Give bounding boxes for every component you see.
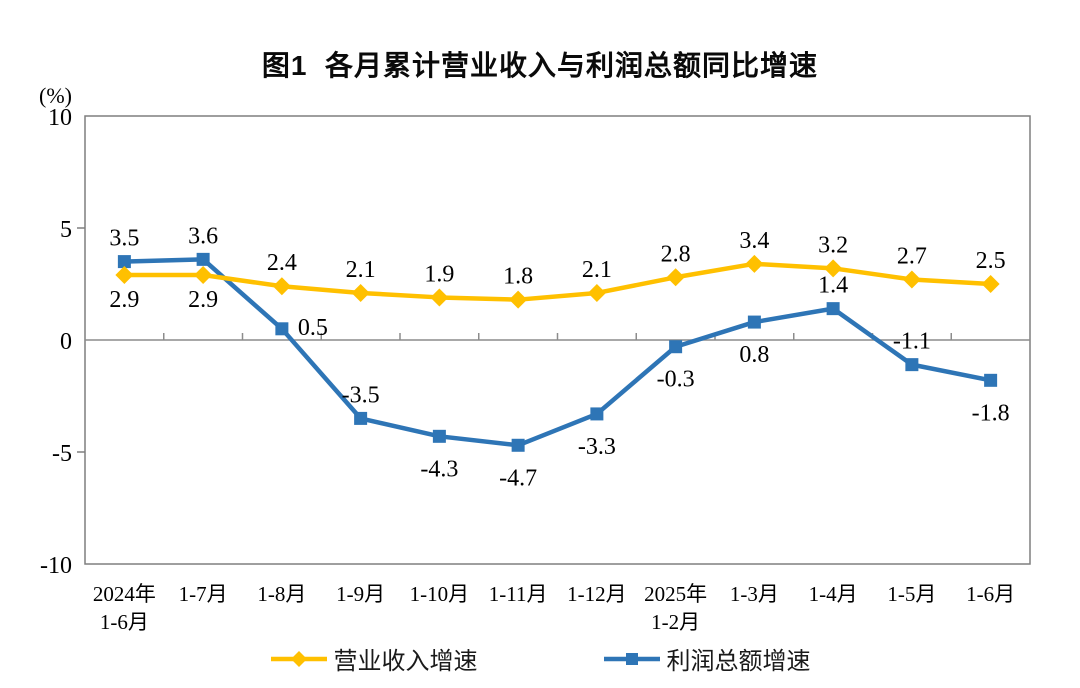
revenue-data-label: 2.8 — [661, 241, 691, 267]
revenue-data-label: 1.9 — [424, 261, 454, 287]
profit-data-label: -3.3 — [578, 434, 616, 460]
legend-label-revenue: 营业收入增速 — [333, 649, 478, 675]
revenue-data-label: 2.4 — [267, 250, 297, 276]
x-axis-label: 1-12月 — [567, 582, 627, 606]
x-axis-label: 2024年 — [93, 582, 156, 606]
profit-marker — [590, 407, 604, 421]
x-axis-label: 1-8月 — [257, 582, 306, 606]
revenue-marker — [194, 266, 213, 285]
profit-data-label: -0.3 — [657, 367, 695, 393]
x-axis-label: 1-9月 — [336, 582, 385, 606]
profit-legend-marker-icon — [603, 652, 660, 665]
profit-data-label: -1.8 — [972, 400, 1010, 426]
profit-marker — [984, 373, 998, 387]
revenue-data-label: 2.9 — [188, 287, 218, 313]
profit-data-label: 3.5 — [109, 226, 139, 252]
profit-marker — [669, 340, 683, 354]
revenue-legend-marker-icon — [270, 650, 327, 667]
profit-marker — [747, 315, 761, 329]
x-axis-label: 1-5月 — [887, 582, 936, 606]
revenue-marker — [351, 283, 370, 302]
x-axis-label: 1-11月 — [489, 582, 548, 606]
profit-marker — [905, 358, 919, 372]
revenue-data-label: 2.1 — [582, 257, 612, 283]
revenue-data-label: 2.5 — [976, 248, 1006, 274]
x-axis-label: 2025年 — [644, 582, 707, 606]
revenue-marker — [981, 275, 1000, 293]
profit-data-label: -1.1 — [893, 329, 931, 355]
x-axis-label: 1-6月 — [966, 582, 1015, 606]
revenue-marker — [509, 290, 528, 309]
revenue-marker — [745, 254, 764, 273]
y-axis-unit-label: (%) — [39, 83, 72, 108]
y-axis-tick-label: 5 — [60, 217, 72, 243]
profit-data-label: 1.4 — [818, 273, 848, 299]
revenue-marker — [115, 266, 134, 285]
profit-marker — [432, 429, 446, 443]
y-axis-tick-label: -10 — [40, 553, 72, 579]
profit-data-label: 0.5 — [298, 315, 328, 341]
y-axis-tick-label: -5 — [52, 441, 72, 467]
x-axis-label: 1-3月 — [730, 582, 779, 606]
x-axis-label: 1-4月 — [809, 582, 858, 606]
revenue-data-label: 1.8 — [503, 264, 533, 290]
revenue-data-label: 2.9 — [109, 287, 139, 313]
revenue-marker — [272, 277, 291, 296]
profit-marker — [354, 411, 368, 425]
profit-marker — [511, 438, 525, 452]
revenue-data-label: 2.1 — [346, 257, 376, 283]
legend-marker-shape — [290, 650, 307, 667]
legend-item-profit: 利润总额增速 — [603, 641, 811, 676]
x-axis-label: 1-6月 — [100, 610, 149, 634]
revenue-marker — [587, 283, 606, 302]
legend-marker-shape — [625, 652, 638, 665]
profit-data-label: -3.5 — [342, 382, 380, 408]
profit-marker — [117, 255, 131, 269]
chart-legend: 营业收入增速 利润总额增速 — [0, 641, 1080, 676]
profit-marker — [826, 302, 840, 316]
legend-label-profit: 利润总额增速 — [666, 649, 811, 675]
revenue-data-label: 3.4 — [739, 228, 769, 254]
y-axis-tick-label: 10 — [48, 105, 72, 131]
profit-data-label: 0.8 — [739, 342, 769, 368]
x-axis-label: 1-2月 — [651, 610, 700, 634]
revenue-marker — [430, 288, 449, 307]
profit-marker — [196, 252, 210, 266]
profit-series-line — [124, 257, 992, 448]
profit-data-label: -4.3 — [420, 456, 458, 482]
revenue-marker — [666, 268, 685, 287]
revenue-marker — [902, 270, 921, 289]
revenue-data-label: 2.7 — [897, 244, 927, 270]
profit-data-label: -4.7 — [499, 465, 537, 491]
revenue-marker — [824, 259, 843, 278]
profit-data-label: 3.6 — [188, 223, 218, 249]
revenue-data-label: 3.2 — [818, 232, 848, 258]
profit-marker — [275, 322, 289, 336]
revenue-series-line — [124, 261, 991, 302]
chart-title: 图1 各月累计营业收入与利润总额同比增速 — [261, 50, 819, 81]
x-axis-label: 1-10月 — [410, 582, 470, 606]
y-axis-tick-label: 0 — [60, 329, 72, 355]
legend-item-revenue: 营业收入增速 — [270, 641, 478, 676]
x-axis-label: 1-7月 — [179, 582, 228, 606]
